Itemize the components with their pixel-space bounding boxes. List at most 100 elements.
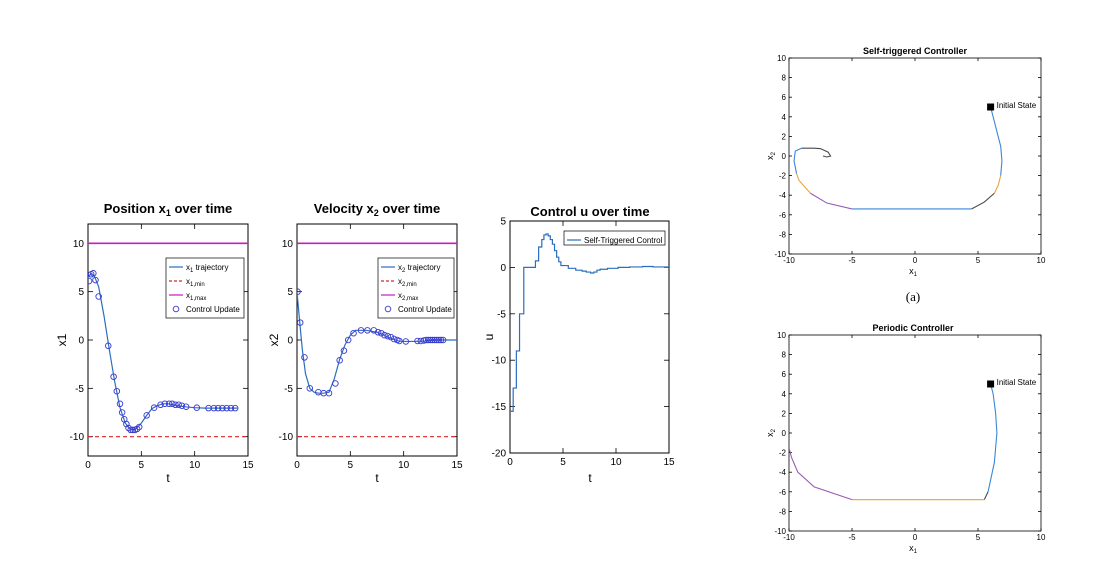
vel-x-tick-label: 5 [348,460,354,471]
self-x-tick-label: 5 [976,256,981,265]
pos-control-update-marker [127,426,134,434]
pos-series-line-0 [88,272,238,431]
control-y-axis-label: u [482,334,496,341]
per-y-tick-label: 0 [782,429,787,438]
self-series-line-6 [793,147,802,174]
vel-y-tick-label: 0 [287,336,293,347]
self-triggered-annotation: Initial State [997,101,1037,110]
vel-legend-label: x2,max [398,291,418,302]
vel-y-tick-label: 5 [287,287,293,298]
vel-control-update-marker [378,329,385,337]
pos-control-update-marker [182,403,190,410]
ctrl-y-tick-label: 5 [500,217,506,228]
per-x-tick-label: -5 [848,533,856,542]
position-x-ticks: 0 5 10 15 [85,224,254,471]
per-x-tick-label: 10 [1037,533,1046,542]
periodic-chart-title: Periodic Controller [872,323,954,333]
velocity-y-axis-label: x2 [267,333,281,346]
self-y-tick-label: -6 [779,211,787,220]
per-x-tick-label: 5 [976,533,981,542]
pos-control-update-marker [118,409,126,416]
vel-control-update-marker [424,336,432,344]
per-y-tick-label: 6 [782,370,787,379]
ctrl-y-tick-label: -20 [492,449,507,460]
pos-control-update-marker [231,404,239,412]
vel-control-update-marker [433,336,440,344]
control-legend: Self-Triggered Control [563,230,666,246]
periodic-x-ticks: -10 -5 0 5 10 [783,335,1046,542]
vel-legend-label: Control Update [398,305,452,314]
ctrl-y-tick-label: -5 [497,309,506,320]
per-y-tick-label: -10 [774,527,786,536]
per-y-tick-label: -4 [779,468,787,477]
pos-control-update-marker [169,400,176,408]
per-x-tick-label: 0 [913,533,918,542]
self-y-tick-label: -2 [779,172,787,181]
control-y-ticks: -20 -15 -10 -5 0 5 [492,217,669,460]
pos-control-update-marker [150,404,158,411]
per-series-line-0 [987,383,998,492]
ctrl-y-tick-label: -15 [492,402,507,413]
periodic-y-axis-label: x2 [765,428,777,437]
vel-x-tick-label: 10 [398,460,410,471]
pos-control-update-marker [178,402,186,409]
pos-control-update-marker [133,425,141,433]
periodic-y-ticks: -10 -8 -6 -4 -2 0 2 4 6 8 10 [774,331,1041,536]
periodic-initial-state-marker [987,380,995,388]
pos-control-update-marker [161,400,169,408]
self-y-tick-label: 2 [782,132,787,141]
vel-control-update-marker [306,385,314,392]
self-series-line-1 [993,175,1002,194]
pos-control-update-marker [95,293,102,300]
periodic-annotation: Initial State [997,378,1037,387]
vel-control-update-marker [427,336,434,344]
periodic-series-group [789,383,998,501]
vel-control-update-marker [387,333,395,341]
vel-y-tick-label: -10 [279,432,294,443]
vel-control-update-marker [340,347,348,354]
pos-control-update-marker [125,424,132,432]
figure-caption: (a) [906,289,920,304]
pos-legend-label: Control Update [186,305,240,314]
pos-y-tick-label: -5 [75,384,84,395]
vel-legend-label-tail: trajectory [405,263,440,272]
control-series-group [510,233,669,412]
per-y-tick-label: 8 [782,351,787,360]
pos-x-tick-label: 15 [242,460,254,471]
self-y-tick-label: 10 [777,54,786,63]
per-x-tick-label: -10 [783,533,795,542]
vel-control-update-marker [325,389,333,397]
pos-y-tick-label: 5 [78,287,84,298]
per-series-line-3 [789,447,853,501]
vel-control-update-marker [437,336,445,344]
ctrl-y-tick-label: -10 [492,356,507,367]
pos-control-update-marker [90,270,97,277]
position-chart-title: Position x1 over time [104,201,233,218]
ctrl-x-tick-label: 15 [663,457,675,468]
vel-legend-label-main: x [398,291,402,300]
per-series-line-1 [983,491,989,500]
pos-control-update-marker [223,404,230,412]
vel-control-update-marker [336,357,343,364]
self-y-tick-label: 8 [782,74,787,83]
position-series-group [88,242,248,438]
position-chart: Position x1 over time 0 5 10 15 -10 -5 0 5 10 t… [55,201,254,485]
vel-x-tick-label: 15 [451,460,463,471]
ctrl-legend-label: Self-Triggered Control [584,236,663,245]
periodic-x-axis-label: x1 [909,543,918,555]
self-x-tick-label: -10 [783,256,795,265]
self-series-line-2 [971,192,995,210]
ctrl-y-tick-label: 0 [500,263,506,274]
self-series-line-7 [801,147,832,158]
vel-control-update-marker [402,338,410,345]
control-x-axis-label: t [588,471,592,485]
control-plot-area [509,220,670,454]
position-y-axis-label: x1 [55,333,69,346]
velocity-chart-title: Velocity x2 over time [314,201,440,218]
velocity-x-ticks: 0 5 10 15 [294,224,463,471]
vel-control-update-marker [344,336,352,344]
ctrl-x-tick-label: 0 [507,457,513,468]
